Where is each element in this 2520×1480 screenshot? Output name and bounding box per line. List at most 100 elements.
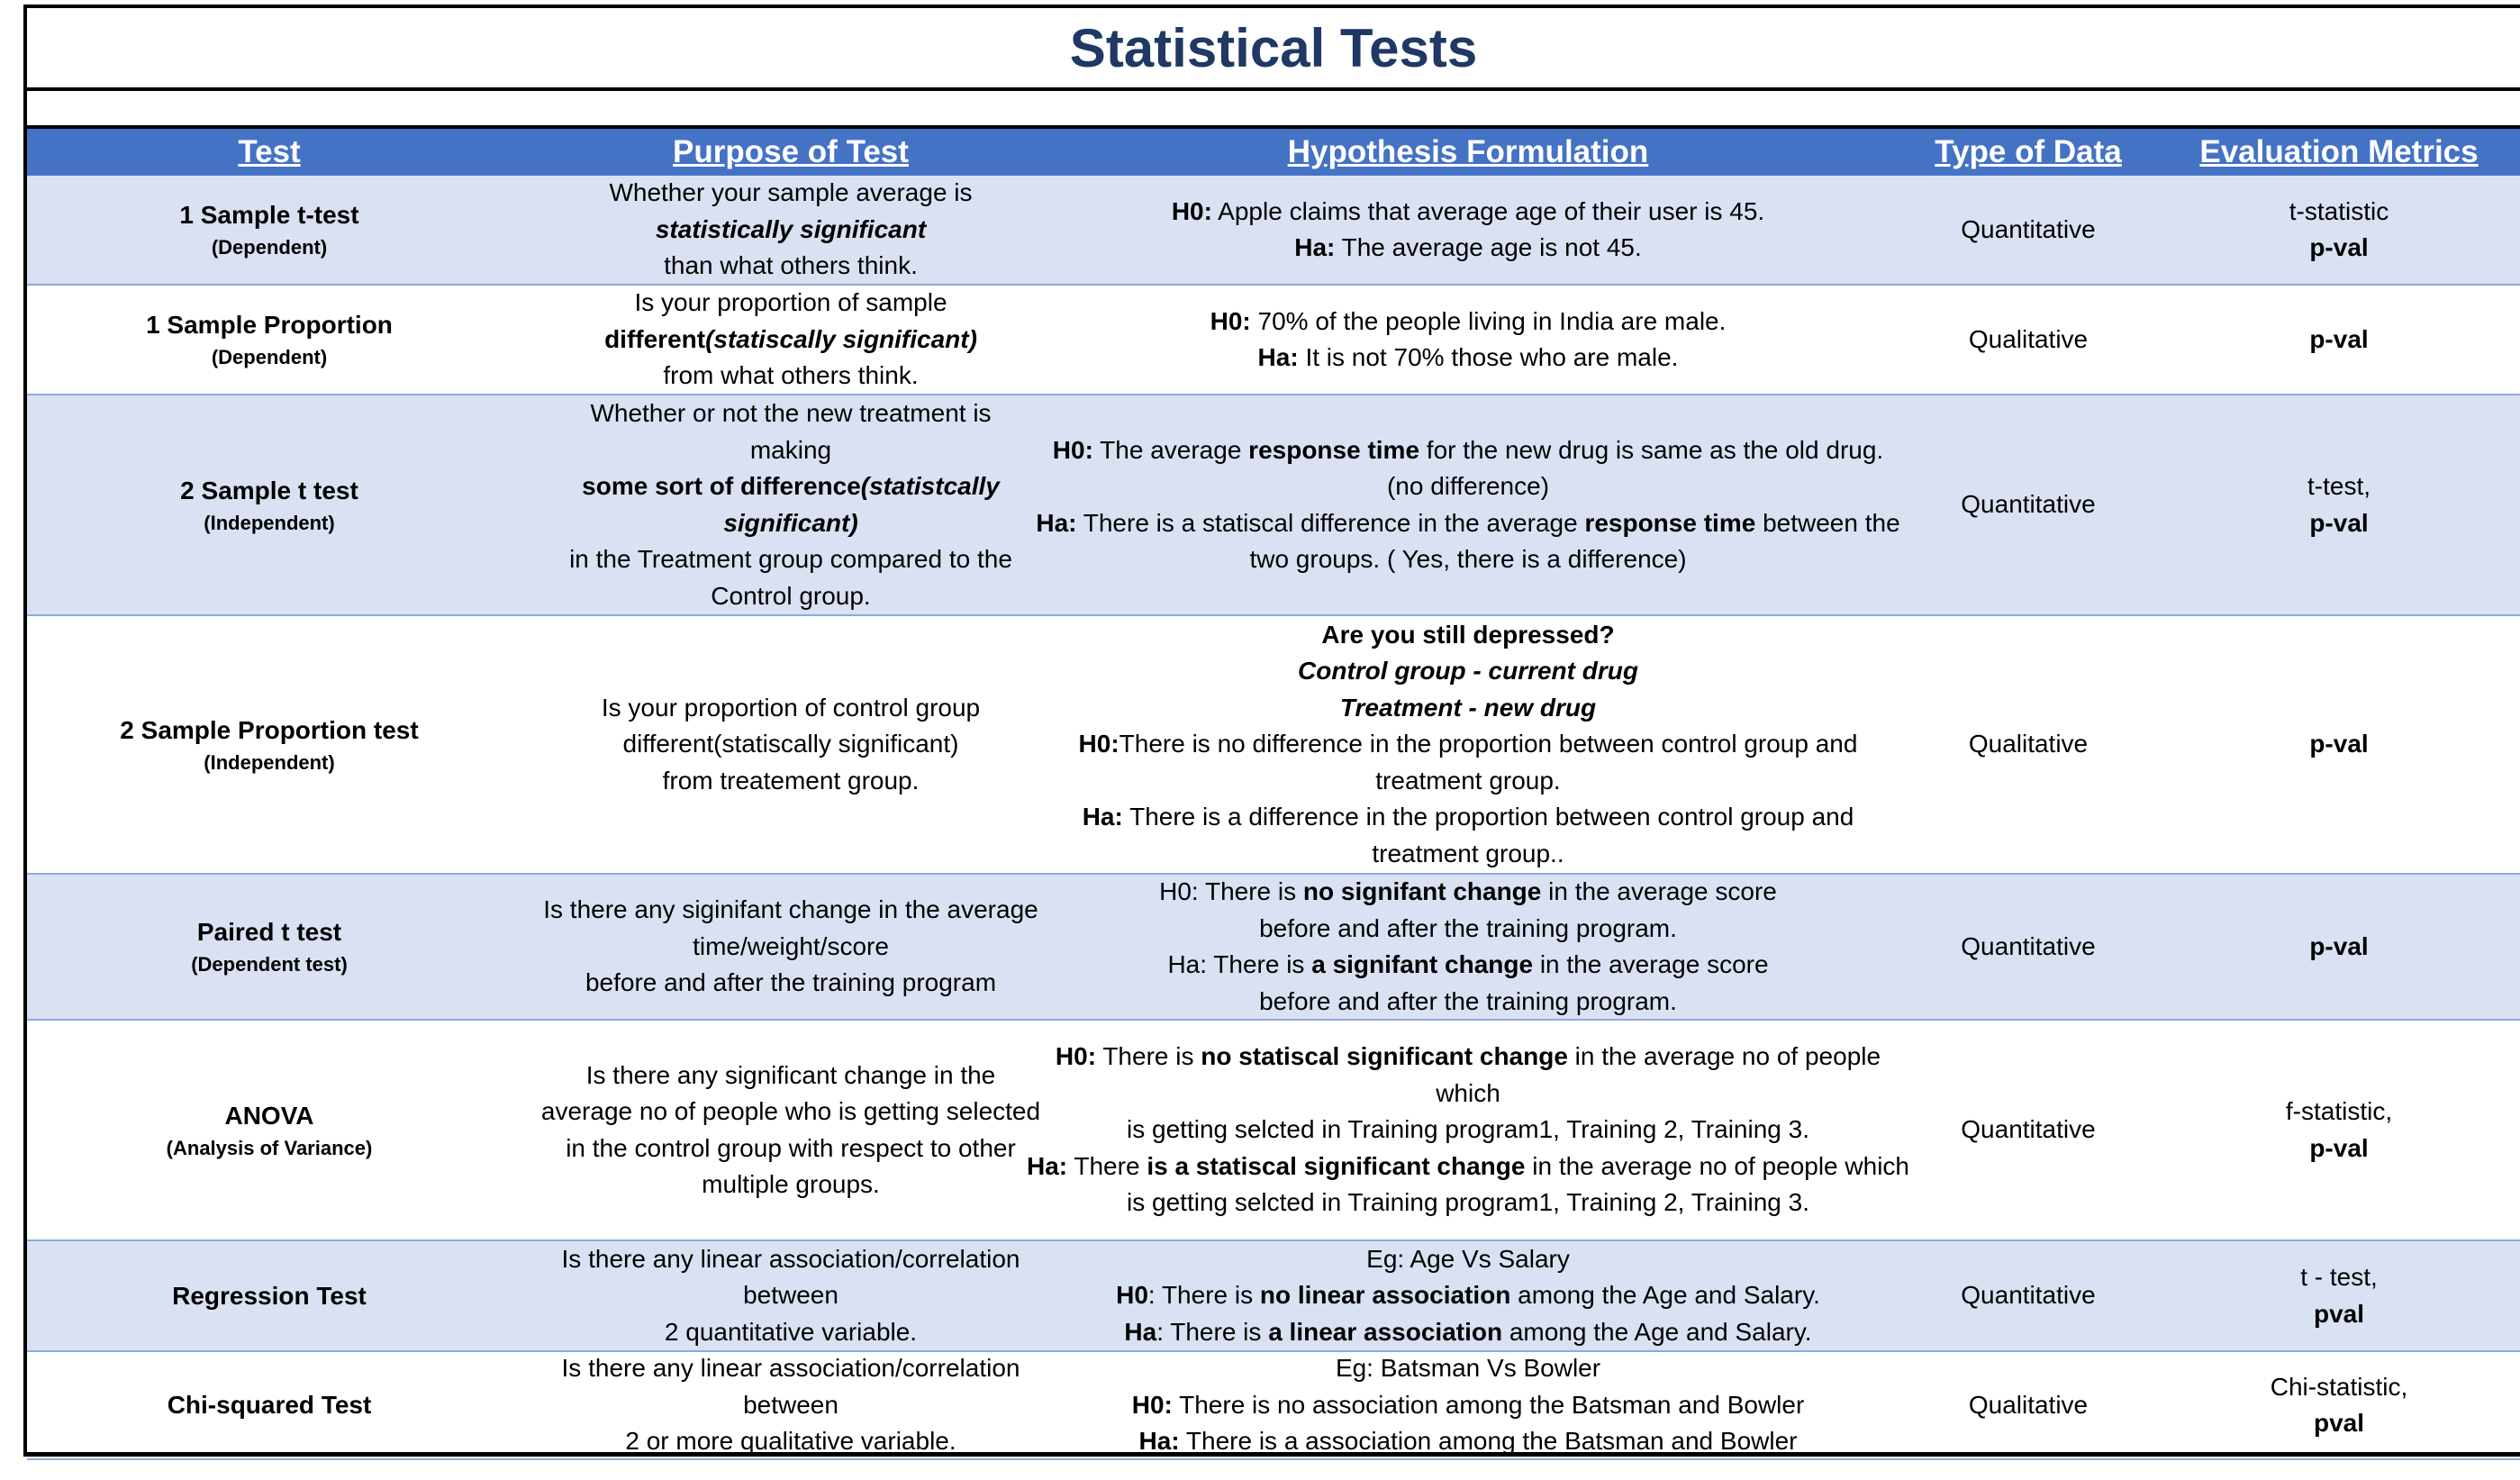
table-row: ANOVA (Analysis of Variance) Is there any … (27, 1021, 2520, 1241)
purpose-line: Is there any linear association/correlat… (562, 1350, 1020, 1387)
purpose-line: significant) (723, 505, 857, 542)
hypothesis-text: Control group - current drug (1298, 657, 1638, 686)
purpose-text: than what others think. (664, 251, 918, 280)
purpose-text: Is there any siginifant change in the av… (543, 895, 1038, 924)
metrics-line: p-val (2309, 230, 2368, 267)
test-dependency: (Dependent) (211, 236, 328, 259)
test-name: Chi-squared Test (167, 1391, 372, 1419)
table-row: Chi-squared Test Is there any linear asso… (27, 1352, 2520, 1460)
purpose-text: from treatement group. (662, 766, 920, 794)
purpose-cell: Whether your sample average is statistica… (512, 176, 1070, 284)
data-type-value: Quantitative (1961, 214, 2096, 243)
purpose-cell: Is there any linear association/correlat… (512, 1352, 1070, 1458)
hypothesis-text: There is a difference in the proportion … (1122, 803, 1854, 831)
metrics-line: t - test, (2300, 1259, 2378, 1296)
metrics-text: t-statistic (2289, 196, 2389, 225)
purpose-line: some sort of difference(statistcally (582, 468, 1000, 505)
type-of-data-cell: Qualitative (1873, 1352, 2183, 1458)
purpose-line: Is your proportion of control group (602, 690, 980, 727)
purpose-text: significant) (723, 508, 858, 537)
evaluation-metrics-cell: p-val (2183, 875, 2495, 1019)
hypothesis-line: which (1436, 1076, 1500, 1112)
hypothesis-text: The average (1092, 435, 1249, 464)
hypothesis-text: response time (1584, 508, 1756, 537)
hypothesis-cell: H0: There is no signifant change in the … (1018, 875, 1918, 1019)
purpose-line: in the Treatment group compared to the (569, 541, 1012, 578)
hypothesis-text: Eg: Age Vs Salary (1366, 1244, 1570, 1273)
metrics-text: p-val (2309, 1133, 2369, 1162)
purpose-line: Is there any linear association/correlat… (562, 1241, 1020, 1278)
evaluation-metrics-cell: Chi-statistic, pval (2183, 1352, 2495, 1458)
metrics-text: p-val (2309, 508, 2369, 537)
evaluation-metrics-cell: t-test, p-val (2183, 395, 2495, 614)
hypothesis-text: in the average score (1533, 950, 1769, 978)
hypothesis-cell: Eg: Batsman Vs Bowler H0: There is no ass… (1018, 1352, 1918, 1458)
purpose-text: (statiscally significant) (705, 324, 977, 353)
hypothesis-cell: H0: The average response time for the ne… (1018, 395, 1918, 614)
hypothesis-text: There (1067, 1151, 1147, 1180)
hypothesis-text: There is no association among the Batsma… (1172, 1390, 1805, 1419)
metrics-line: Chi-statistic, (2271, 1369, 2407, 1406)
hypothesis-text: Ha: (1138, 1427, 1180, 1456)
test-name: 1 Sample t-test (179, 201, 359, 229)
type-of-data-cell: Quantitative (1873, 395, 2183, 614)
header-purpose: Purpose of Test (673, 134, 909, 169)
test-cell: 1 Sample Proportion (Dependent) (27, 286, 512, 394)
table-row: 1 Sample t-test (Dependent) Whether your s… (27, 176, 2520, 286)
hypothesis-text: Ha: (1036, 508, 1077, 537)
type-of-data-cell: Qualitative (1873, 286, 2183, 394)
test-cell: Regression Test (27, 1241, 512, 1350)
test-name: 1 Sample Proportion (146, 311, 393, 339)
purpose-cell: Is there any significant change in the av… (512, 1021, 1070, 1239)
hypothesis-text: between the (1755, 508, 1900, 537)
purpose-line: average no of people who is getting sele… (541, 1094, 1040, 1130)
hypothesis-text: H0: (1131, 1390, 1173, 1419)
hypothesis-text: no signifant change (1302, 877, 1542, 905)
evaluation-metrics-cell: f-statistic, p-val (2183, 1021, 2495, 1239)
metrics-text: f-statistic, (2285, 1097, 2393, 1125)
test-cell: Paired t test (Dependent test) (27, 875, 512, 1019)
hypothesis-line: H0: The average response time for the ne… (1053, 432, 1883, 469)
purpose-line: time/weight/score (693, 929, 889, 966)
purpose-line: from what others think. (663, 358, 918, 395)
spreadsheet-table: Statistical Tests Test Purpose of Test H… (23, 5, 2520, 1460)
purpose-line: different(statiscally significant) (623, 726, 959, 763)
hypothesis-text: H0: (1171, 196, 1212, 225)
purpose-text: making (749, 435, 832, 464)
purpose-text: different (604, 324, 706, 353)
purpose-cell: Is there any siginifant change in the av… (512, 875, 1070, 1019)
table-row: 1 Sample Proportion (Dependent) Is your pr… (27, 286, 2520, 395)
purpose-text: Control group. (711, 581, 871, 610)
purpose-line: Is there any significant change in the (586, 1058, 996, 1094)
purpose-line: than what others think. (664, 248, 918, 285)
hypothesis-text: for the new drug is same as the old drug… (1419, 435, 1884, 464)
hypothesis-text: 70% of the people living in India are ma… (1250, 306, 1727, 335)
metrics-text: Chi-statistic, (2270, 1372, 2408, 1401)
purpose-text: some sort of difference (582, 472, 861, 500)
hypothesis-line: Eg: Age Vs Salary (1366, 1241, 1570, 1278)
type-of-data-cell: Quantitative (1873, 1021, 2183, 1239)
purpose-text: between (743, 1390, 838, 1419)
type-of-data-cell: Quantitative (1873, 875, 2183, 1019)
type-of-data-cell: Quantitative (1873, 176, 2183, 284)
test-dependency: (Dependent test) (191, 953, 348, 976)
evaluation-metrics-cell: p-val (2183, 616, 2495, 873)
test-name: Paired t test (196, 918, 342, 946)
hypothesis-line: Ha: The average age is not 45. (1294, 230, 1642, 267)
header-row: Test Purpose of Test Hypothesis Formulat… (27, 129, 2520, 176)
hypothesis-line: H0: There is no linear association among… (1116, 1277, 1820, 1314)
purpose-text: Is there any linear association/correlat… (561, 1244, 1020, 1273)
hypothesis-cell: H0: There is no statiscal significant ch… (1018, 1021, 1918, 1239)
hypothesis-line: Eg: Batsman Vs Bowler (1336, 1350, 1600, 1387)
metrics-line: pval (2314, 1405, 2364, 1442)
purpose-text: multiple groups. (702, 1170, 880, 1198)
test-name: 2 Sample t test (180, 476, 358, 504)
data-type-value: Quantitative (1961, 1115, 2096, 1144)
hypothesis-text: : There is (1147, 1281, 1260, 1310)
hypothesis-line: H0:There is no difference in the proport… (1079, 726, 1858, 763)
hypothesis-text: treatment group.. (1372, 839, 1564, 867)
purpose-text: Is there any significant change in the (585, 1060, 996, 1089)
metrics-text: p-val (2309, 233, 2369, 261)
hypothesis-line: before and after the training program. (1259, 911, 1677, 948)
metrics-text: t - test, (2300, 1263, 2378, 1291)
